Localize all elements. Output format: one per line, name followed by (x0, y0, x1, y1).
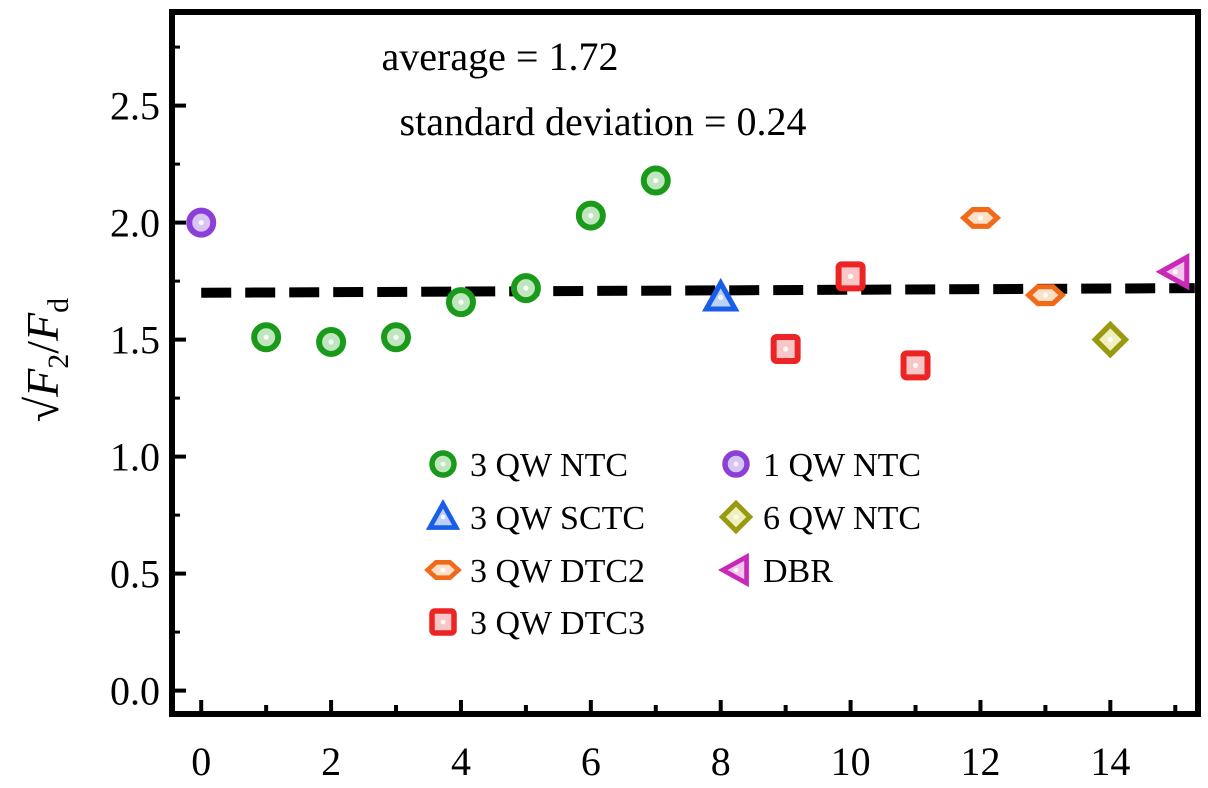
legend-label: 6 QW NTC (763, 500, 921, 537)
legend-marker (424, 559, 462, 581)
y-tick-label: 0.5 (110, 552, 160, 597)
x-tick-label: 4 (451, 739, 471, 784)
legend-label: 3 QW SCTC (470, 500, 645, 537)
ylabel-radical: √ (17, 396, 68, 422)
x-tick-labels: 0 2 4 6 8 10 12 14 (191, 739, 1130, 784)
ylabel-subd: d (42, 298, 75, 313)
ylabel-f2: F (17, 368, 68, 398)
data-point (835, 261, 866, 292)
ylabel-slash: / (17, 341, 68, 354)
std-annotation: standard deviation = 0.24 (400, 99, 807, 144)
ylabel-fd: F (17, 312, 68, 342)
plot-frame (169, 9, 1201, 717)
data-point (186, 207, 217, 238)
x-tick-label: 12 (960, 739, 1000, 784)
legend: 3 QW NTC 1 QW NTC 3 QW SCTC 6 QW NTC 3 QW DT… (424, 447, 921, 642)
data-point (640, 165, 671, 196)
fit-line (201, 283, 1195, 298)
x-tick-label: 14 (1090, 739, 1130, 784)
y-tick-label: 2.0 (110, 201, 160, 246)
svg-text:√F2/Fd: √F2/Fd (17, 298, 75, 422)
data-point (1024, 284, 1066, 307)
legend-marker (718, 499, 754, 535)
average-fit-line (201, 283, 1195, 298)
data-point (510, 273, 541, 304)
legend-marker (429, 450, 457, 478)
data-points (186, 165, 1190, 381)
y-tick-label: 2.5 (110, 84, 160, 129)
legend-label: 3 QW DTC3 (470, 605, 645, 642)
axis-ticks (172, 45, 1178, 714)
data-point (1091, 320, 1130, 359)
y-tick-label: 0.0 (110, 669, 160, 714)
data-point (316, 326, 347, 357)
x-tick-label: 8 (711, 739, 731, 784)
x-tick-label: 2 (321, 739, 341, 784)
data-point (900, 350, 931, 381)
legend-marker (722, 450, 750, 478)
y-axis-label: √F2/Fd (17, 298, 75, 422)
legend-label: 3 QW DTC2 (470, 553, 645, 590)
legend-marker (429, 608, 457, 636)
legend-label: 3 QW NTC (470, 447, 628, 484)
data-point (251, 322, 282, 353)
legend-label: 1 QW NTC (763, 447, 921, 484)
data-point (701, 277, 740, 312)
x-tick-label: 10 (831, 739, 871, 784)
legend-label: DBR (763, 553, 833, 590)
legend-marker (717, 552, 749, 588)
average-annotation: average = 1.72 (382, 34, 619, 79)
data-point (381, 322, 412, 353)
x-tick-label: 6 (581, 739, 601, 784)
data-point (575, 200, 606, 231)
legend-marker (425, 498, 461, 530)
x-tick-label: 0 (191, 739, 211, 784)
y-tick-label: 1.5 (110, 318, 160, 363)
y-tick-label: 1.0 (110, 435, 160, 480)
y-tick-labels: 0.0 0.5 1.0 1.5 2.0 2.5 (110, 84, 160, 714)
data-point (959, 206, 1002, 229)
data-point (445, 287, 476, 318)
ylabel-sub2: 2 (42, 354, 75, 369)
data-point (1155, 253, 1190, 291)
data-point (770, 333, 801, 364)
